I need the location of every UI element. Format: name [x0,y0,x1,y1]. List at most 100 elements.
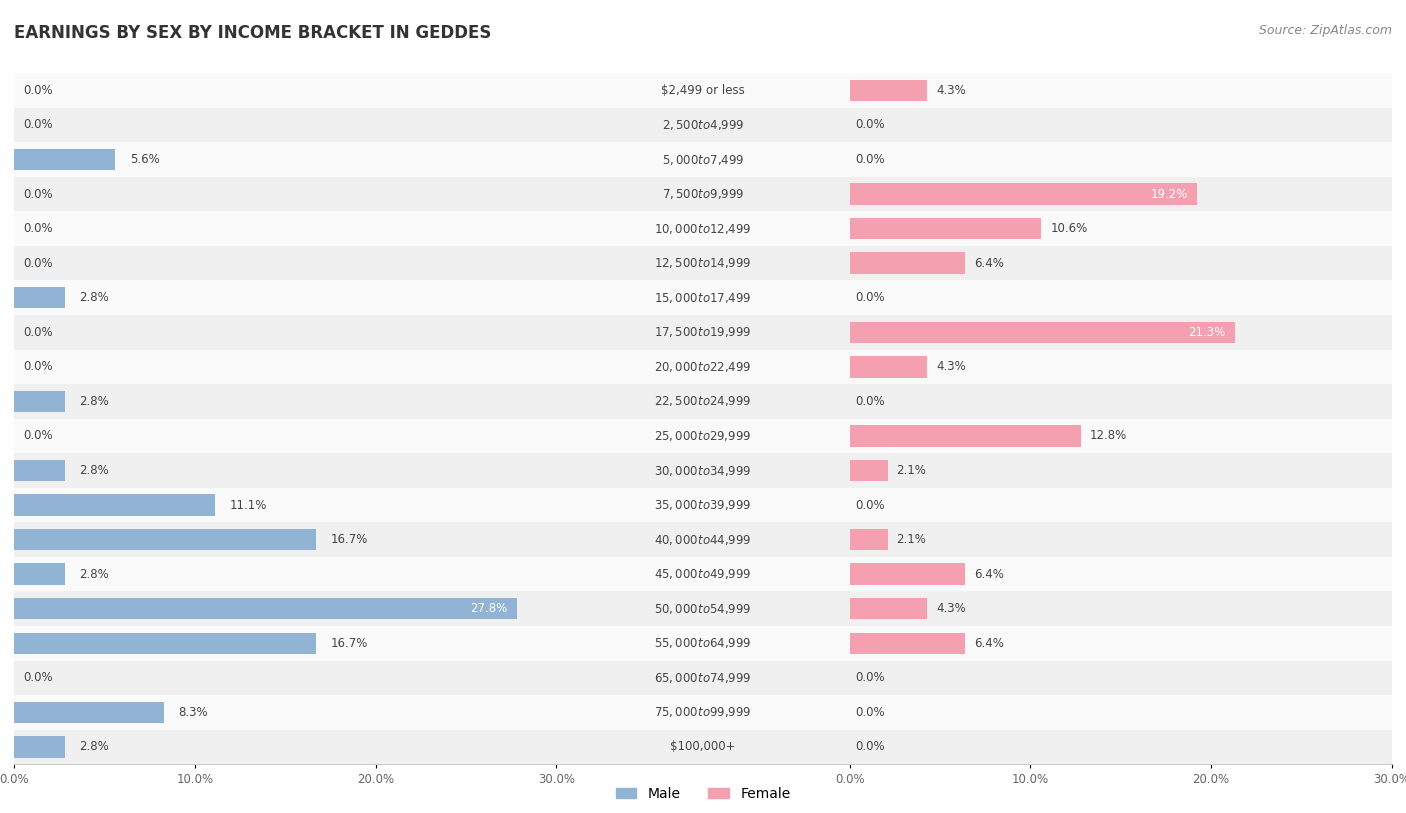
Bar [0,176,1406,211]
Text: 0.0%: 0.0% [22,84,52,97]
Bar [0,211,1406,246]
Text: $55,000 to $64,999: $55,000 to $64,999 [654,637,752,650]
Bar [0,419,1406,454]
Text: 0.0%: 0.0% [22,672,52,685]
Bar [0,350,1406,385]
Bar [14,149,115,170]
Bar [0,142,1406,176]
Bar [0,730,1406,764]
Bar [0,488,1406,523]
Bar [0,488,1406,523]
Text: 16.7%: 16.7% [330,637,368,650]
Bar [0,660,1406,695]
Text: 0.0%: 0.0% [22,326,52,339]
Text: 2.8%: 2.8% [79,741,108,754]
Bar [0,385,1406,419]
Text: 19.2%: 19.2% [1150,188,1188,201]
Text: 6.4%: 6.4% [974,637,1004,650]
Bar [0,350,1406,385]
Bar [0,246,1406,280]
Bar [0,73,1406,107]
Bar [0,315,1406,350]
Text: 0.0%: 0.0% [855,498,884,511]
Text: 21.3%: 21.3% [1188,326,1226,339]
Text: 0.0%: 0.0% [855,395,884,408]
Text: Source: ZipAtlas.com: Source: ZipAtlas.com [1258,24,1392,37]
Text: 0.0%: 0.0% [855,741,884,754]
Text: 2.8%: 2.8% [79,291,108,304]
Bar [0,592,1406,626]
Bar [0,523,1406,557]
Bar [0,419,1406,454]
Bar [0,592,1406,626]
Text: $30,000 to $34,999: $30,000 to $34,999 [654,463,752,477]
Text: 0.0%: 0.0% [22,360,52,373]
Bar [0,626,1406,660]
Text: $35,000 to $39,999: $35,000 to $39,999 [654,498,752,512]
Text: 2.1%: 2.1% [897,533,927,546]
Bar [0,730,1406,764]
Text: $20,000 to $22,499: $20,000 to $22,499 [654,360,752,374]
Text: 2.8%: 2.8% [79,395,108,408]
Text: 0.0%: 0.0% [22,119,52,132]
Text: 0.0%: 0.0% [22,257,52,270]
Text: 2.1%: 2.1% [897,464,927,477]
Bar [0,695,1406,730]
Bar [849,356,928,377]
Bar [0,176,1406,211]
Bar [0,73,1406,107]
Bar [0,557,1406,592]
Text: $45,000 to $49,999: $45,000 to $49,999 [654,567,752,581]
Bar [0,315,1406,350]
Text: $25,000 to $29,999: $25,000 to $29,999 [654,429,752,443]
Bar [0,557,1406,592]
Text: EARNINGS BY SEX BY INCOME BRACKET IN GEDDES: EARNINGS BY SEX BY INCOME BRACKET IN GED… [14,24,492,42]
Text: 10.6%: 10.6% [1050,222,1087,235]
Bar [0,454,1406,488]
Bar [0,142,1406,176]
Bar [0,454,1406,488]
Text: 8.3%: 8.3% [179,706,208,719]
Bar [0,107,1406,142]
Text: $2,499 or less: $2,499 or less [661,84,745,97]
Text: $15,000 to $17,499: $15,000 to $17,499 [654,291,752,305]
Text: $5,000 to $7,499: $5,000 to $7,499 [662,153,744,167]
Text: 16.7%: 16.7% [330,533,368,546]
Text: $100,000+: $100,000+ [671,741,735,754]
Bar [0,454,1406,488]
Bar [849,253,966,274]
Text: 11.1%: 11.1% [229,498,267,511]
Bar [849,460,887,481]
Bar [0,592,1406,626]
Bar [0,523,1406,557]
Bar [0,626,1406,660]
Bar [0,280,1406,315]
Bar [0,280,1406,315]
Bar [14,702,165,723]
Bar [849,184,1197,205]
Bar [0,385,1406,419]
Bar [14,494,215,515]
Bar [14,598,516,620]
Bar [14,287,65,308]
Text: 27.8%: 27.8% [471,602,508,615]
Text: $75,000 to $99,999: $75,000 to $99,999 [654,706,752,720]
Text: $65,000 to $74,999: $65,000 to $74,999 [654,671,752,685]
Bar [849,218,1042,239]
Text: 0.0%: 0.0% [22,188,52,201]
Bar [849,80,928,101]
Bar [0,280,1406,315]
Text: 6.4%: 6.4% [974,257,1004,270]
Text: $40,000 to $44,999: $40,000 to $44,999 [654,533,752,546]
Bar [0,523,1406,557]
Text: 2.8%: 2.8% [79,567,108,580]
Text: $50,000 to $54,999: $50,000 to $54,999 [654,602,752,615]
Text: 0.0%: 0.0% [855,672,884,685]
Bar [0,557,1406,592]
Bar [0,626,1406,660]
Bar [14,529,316,550]
Text: 12.8%: 12.8% [1090,429,1128,442]
Bar [849,598,928,620]
Bar [0,385,1406,419]
Bar [0,176,1406,211]
